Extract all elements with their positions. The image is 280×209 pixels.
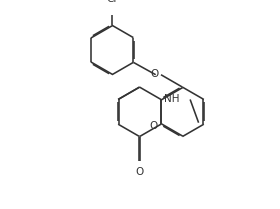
Text: O: O bbox=[150, 69, 158, 79]
Text: NH: NH bbox=[164, 94, 179, 104]
Text: Cl: Cl bbox=[107, 0, 117, 4]
Text: O: O bbox=[136, 167, 144, 177]
Text: O: O bbox=[149, 121, 157, 131]
